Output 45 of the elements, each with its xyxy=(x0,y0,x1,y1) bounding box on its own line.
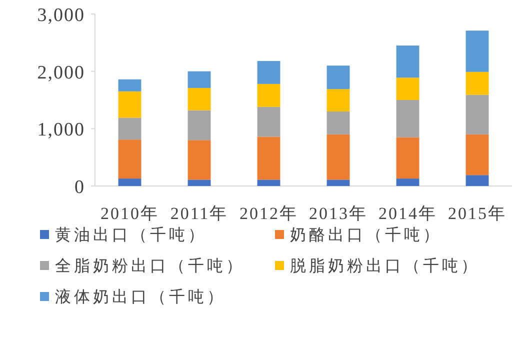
bar xyxy=(118,178,142,186)
bar xyxy=(466,175,489,186)
x-tick-label: 2011年 xyxy=(170,204,228,223)
bar xyxy=(257,61,280,84)
legend-label: 奶酪出口（千吨） xyxy=(290,226,442,244)
bar xyxy=(466,72,489,95)
bar xyxy=(257,180,280,186)
bar xyxy=(466,30,489,72)
y-tick-label: 3,000 xyxy=(37,5,85,26)
y-tick-label: 1,000 xyxy=(37,120,85,141)
bar xyxy=(188,140,211,180)
bar xyxy=(118,79,142,92)
legend-label: 液体奶出口（千吨） xyxy=(55,288,226,306)
bar xyxy=(118,140,142,179)
bar xyxy=(257,84,280,107)
bar xyxy=(466,94,489,134)
bar xyxy=(118,118,142,140)
bar xyxy=(396,137,420,179)
bar xyxy=(188,180,211,186)
x-tick-label: 2015年 xyxy=(448,204,506,223)
x-tick-label: 2014年 xyxy=(378,204,437,223)
bar xyxy=(326,89,350,112)
x-tick-label: 2010年 xyxy=(100,204,159,223)
y-tick-label: 0 xyxy=(74,177,85,198)
legend-label: 脱脂奶粉出口（千吨） xyxy=(290,257,480,275)
bar xyxy=(466,134,489,176)
bar xyxy=(396,178,420,186)
bar xyxy=(257,136,280,180)
legend-label: 全脂奶粉出口（千吨） xyxy=(55,257,245,275)
bar xyxy=(188,88,211,110)
x-tick-label: 2012年 xyxy=(240,204,298,223)
x-tick-label: 2013年 xyxy=(309,204,368,223)
bar xyxy=(326,111,350,134)
legend-label: 黄油出口（千吨） xyxy=(55,226,207,244)
bar xyxy=(326,66,350,90)
bar xyxy=(396,46,420,78)
bar xyxy=(188,71,211,88)
bar xyxy=(396,100,420,138)
bar xyxy=(188,110,211,140)
bar xyxy=(396,78,420,100)
bar xyxy=(326,180,350,186)
bar xyxy=(118,91,142,118)
y-tick-label: 2,000 xyxy=(37,62,85,84)
bar xyxy=(326,134,350,180)
bar xyxy=(257,106,280,137)
